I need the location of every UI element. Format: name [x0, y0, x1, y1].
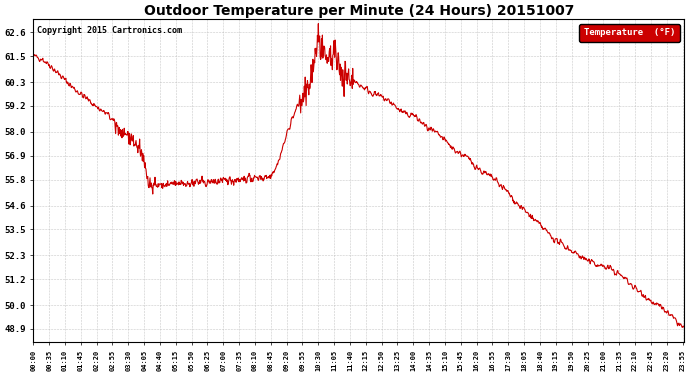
Legend: Temperature  (°F): Temperature (°F)	[580, 24, 680, 42]
Text: Copyright 2015 Cartronics.com: Copyright 2015 Cartronics.com	[37, 26, 181, 35]
Title: Outdoor Temperature per Minute (24 Hours) 20151007: Outdoor Temperature per Minute (24 Hours…	[144, 4, 574, 18]
